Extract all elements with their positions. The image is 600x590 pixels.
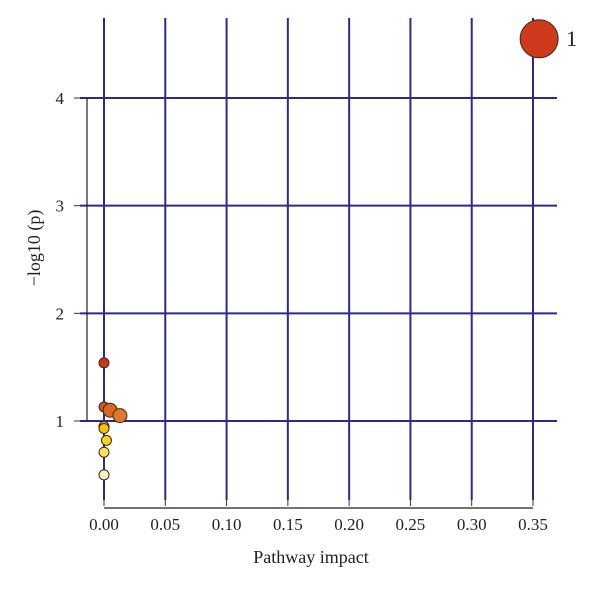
data-point-label: 1 — [566, 26, 577, 51]
x-tick-label: 0.35 — [518, 515, 548, 534]
x-tick-label: 0.05 — [150, 515, 180, 534]
data-point — [519, 19, 559, 59]
data-point — [98, 469, 110, 481]
points-layer: 1 — [98, 19, 577, 481]
y-axis-title: −log10 (p) — [24, 210, 45, 287]
y-tick-label: 4 — [56, 89, 65, 108]
x-tick-label: 0.25 — [396, 515, 426, 534]
x-tick-label: 0.20 — [334, 515, 364, 534]
data-point — [98, 446, 110, 458]
data-point — [98, 423, 110, 435]
y-tick-label: 1 — [56, 412, 65, 431]
x-tick-label: 0.00 — [89, 515, 119, 534]
data-point — [98, 357, 110, 369]
y-tick-label: 2 — [56, 304, 65, 323]
data-point — [100, 434, 112, 446]
data-point — [112, 408, 128, 424]
x-tick-label: 0.30 — [457, 515, 487, 534]
axis-layer: 0.00 0.05 0.10 0.15 0.20 0.25 0.30 0.35 1 2 3 4 — [56, 89, 548, 534]
x-tick-label: 0.10 — [212, 515, 242, 534]
y-tick-label: 3 — [56, 197, 65, 216]
x-tick-label: 0.15 — [273, 515, 303, 534]
x-axis-title: Pathway impact — [253, 547, 368, 567]
grid-layer — [80, 18, 557, 500]
